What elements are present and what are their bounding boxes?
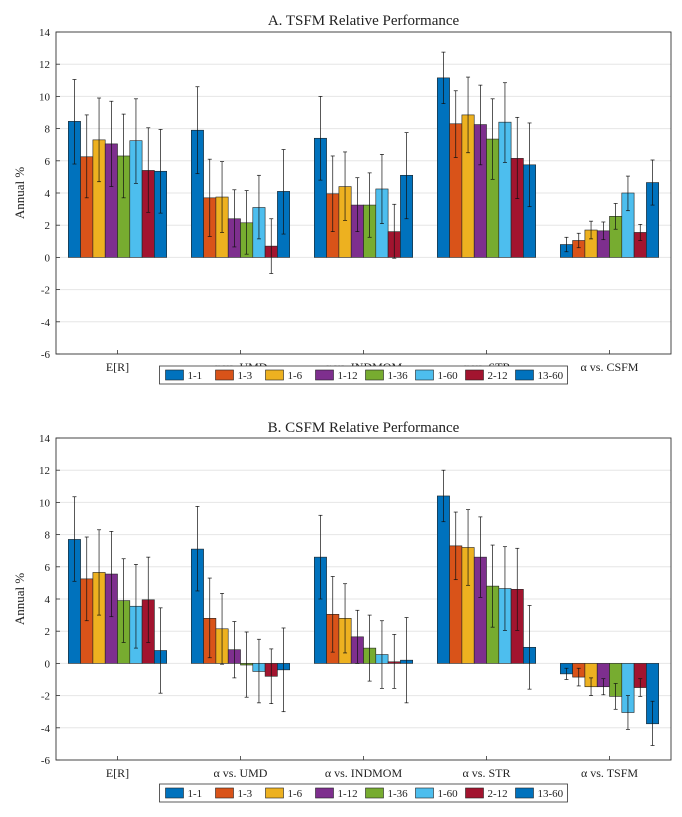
y-axis-label: Annual % [12,573,27,626]
legend-label: 1-6 [288,370,303,382]
legend-swatch [315,369,334,381]
legend-label: 13-60 [538,788,564,800]
legend-label: 1-1 [188,370,203,382]
y-tick-label: 2 [45,220,51,232]
legend-swatch [215,369,234,381]
legend-label: 1-12 [338,788,358,800]
legend-label: 2-12 [488,370,508,382]
y-tick-label: 4 [45,594,51,606]
legend-swatch [315,787,334,799]
legend-label: 1-12 [338,370,358,382]
y-tick-label: 2 [45,626,51,638]
legend-label: 1-36 [388,788,409,800]
legend: 1-1 1-3 1-6 1-12 1-36 1-60 2-12 13-60 [159,365,568,385]
legend-swatch [165,787,184,799]
legend-swatch [215,787,234,799]
legend-label: 1-60 [438,788,459,800]
y-tick-label: 8 [45,530,51,542]
y-tick-label: -4 [41,723,51,735]
y-tick-label: 0 [45,658,51,670]
legend-swatch [515,787,534,799]
legend-label: 1-36 [388,370,409,382]
chart-panel-a: A. TSFM Relative Performance -6 -4 -2 0 2 4 6 8 1… [12,13,672,385]
y-tick-label: -4 [41,317,51,329]
legend-swatch [465,369,484,381]
y-tick-label: 14 [39,27,51,39]
y-tick-label: 8 [45,124,51,136]
legend-swatch [515,369,534,381]
y-tick-label: -2 [41,691,50,703]
y-axis-label: Annual % [12,167,27,220]
chart-title: A. TSFM Relative Performance [268,13,460,29]
legend-swatch [265,369,284,381]
y-tick-label: 4 [45,188,51,200]
bar-1-1-3 [436,77,450,258]
legend-label: 1-3 [238,370,253,382]
legend-swatch [415,787,434,799]
legend-label: 1-1 [188,788,203,800]
legend-label: 1-6 [288,788,303,800]
legend-label: 2-12 [488,788,508,800]
legend-label: 1-60 [438,370,459,382]
x-tick-label: α vs. TSFM [581,766,638,780]
legend-swatch [365,369,384,381]
chart-panel-b: B. CSFM Relative Performance -6 -4 -2 0 2 4 6 8 1… [12,420,672,803]
legend-swatch [165,369,184,381]
y-tick-label: 6 [45,562,51,574]
legend-swatch [365,787,384,799]
y-tick-label: 0 [45,252,51,264]
y-tick-label: 10 [39,497,51,509]
legend-swatch [465,787,484,799]
x-tick-label: α vs. CSFM [581,360,639,374]
x-tick-label: α vs. INDMOM [325,766,403,780]
x-tick-label: E[R] [106,360,129,374]
y-tick-label: 12 [39,465,50,477]
legend-label: 13-60 [538,370,564,382]
y-tick-label: 14 [39,433,51,445]
legend-label: 1-3 [238,788,253,800]
y-tick-label: -6 [41,349,51,361]
x-tick-label: E[R] [106,766,129,780]
y-tick-label: -2 [41,285,50,297]
x-tick-label: α vs. UMD [214,766,268,780]
y-tick-label: 10 [39,91,51,103]
x-tick-label: α vs. STR [463,766,511,780]
y-tick-label: 6 [45,156,51,168]
legend: 1-1 1-3 1-6 1-12 1-36 1-60 2-12 13-60 [159,783,568,803]
y-tick-label: -6 [41,755,51,767]
legend-swatch [265,787,284,799]
y-tick-label: 12 [39,59,50,71]
chart-title: B. CSFM Relative Performance [268,420,460,436]
legend-swatch [415,369,434,381]
